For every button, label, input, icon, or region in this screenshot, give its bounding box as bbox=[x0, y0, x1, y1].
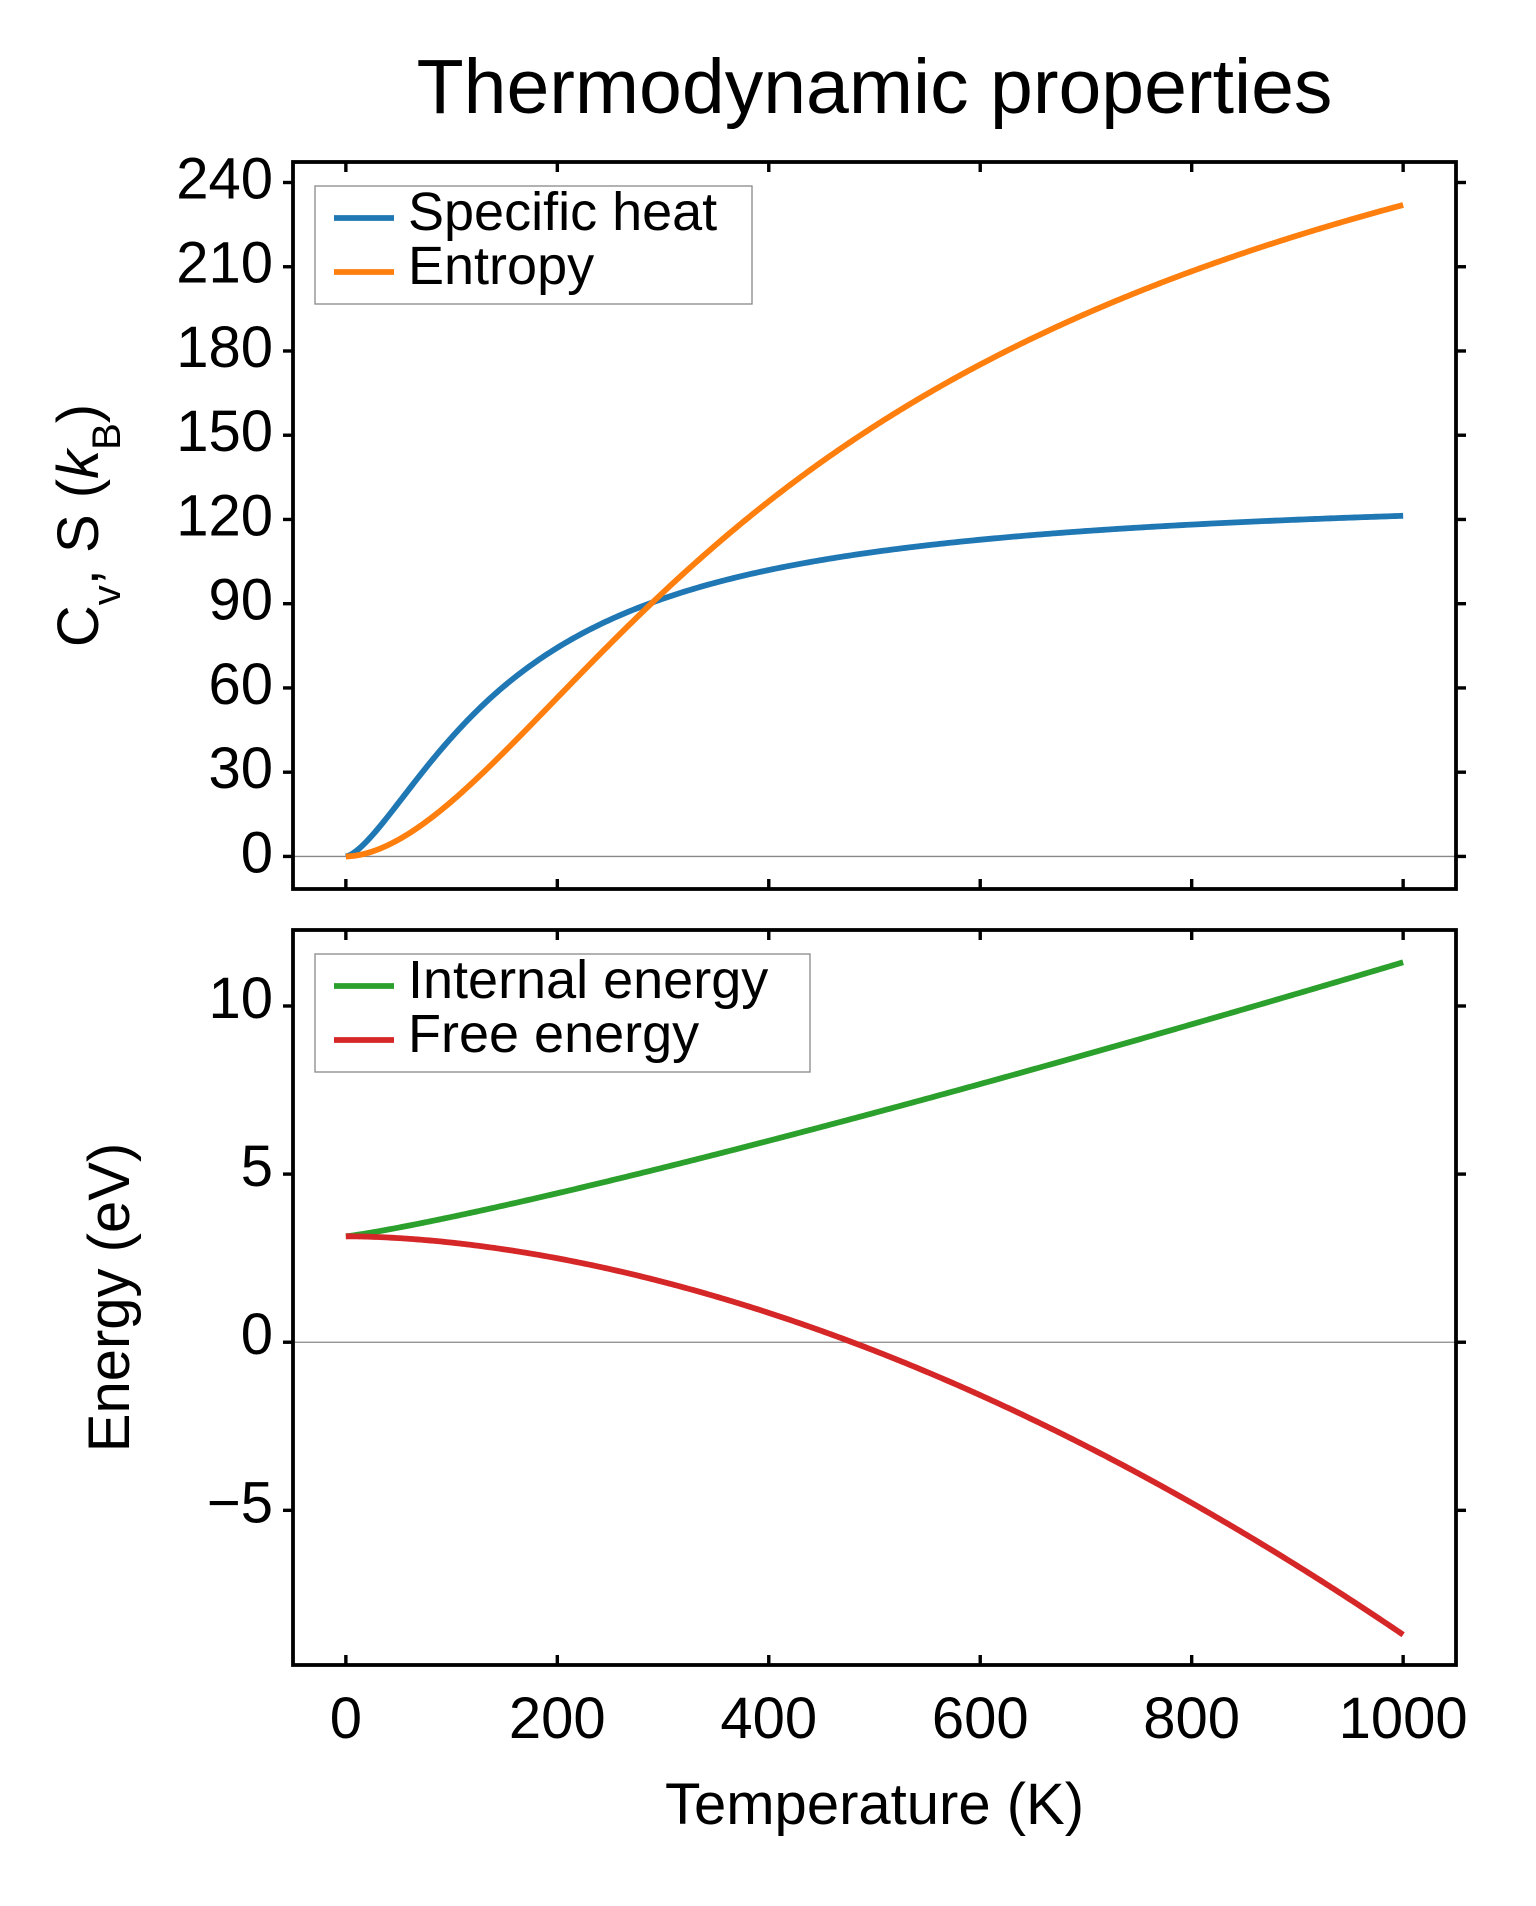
svg-text:0: 0 bbox=[241, 820, 273, 885]
svg-text:200: 200 bbox=[509, 1686, 606, 1751]
svg-text:Energy (eV): Energy (eV) bbox=[77, 1143, 142, 1452]
svg-text:Thermodynamic properties: Thermodynamic properties bbox=[417, 44, 1333, 130]
svg-text:−5: −5 bbox=[207, 1470, 273, 1535]
svg-text:0: 0 bbox=[241, 1302, 273, 1367]
svg-text:Specific heat: Specific heat bbox=[408, 182, 717, 242]
svg-text:Free energy: Free energy bbox=[408, 1004, 699, 1064]
svg-text:10: 10 bbox=[208, 966, 273, 1031]
svg-text:120: 120 bbox=[176, 483, 273, 548]
svg-text:Temperature (K): Temperature (K) bbox=[665, 1772, 1084, 1837]
svg-text:240: 240 bbox=[176, 147, 273, 212]
svg-text:600: 600 bbox=[932, 1686, 1029, 1751]
svg-text:5: 5 bbox=[241, 1134, 273, 1199]
svg-text:Internal energy: Internal energy bbox=[408, 950, 768, 1010]
svg-text:30: 30 bbox=[208, 736, 273, 801]
svg-text:1000: 1000 bbox=[1339, 1686, 1468, 1751]
svg-text:90: 90 bbox=[208, 568, 273, 633]
svg-text:400: 400 bbox=[720, 1686, 817, 1751]
svg-text:180: 180 bbox=[176, 315, 273, 380]
svg-text:Entropy: Entropy bbox=[408, 236, 594, 296]
svg-text:0: 0 bbox=[330, 1686, 362, 1751]
svg-text:60: 60 bbox=[208, 652, 273, 717]
svg-text:150: 150 bbox=[176, 399, 273, 464]
svg-text:210: 210 bbox=[176, 231, 273, 296]
svg-text:800: 800 bbox=[1143, 1686, 1240, 1751]
